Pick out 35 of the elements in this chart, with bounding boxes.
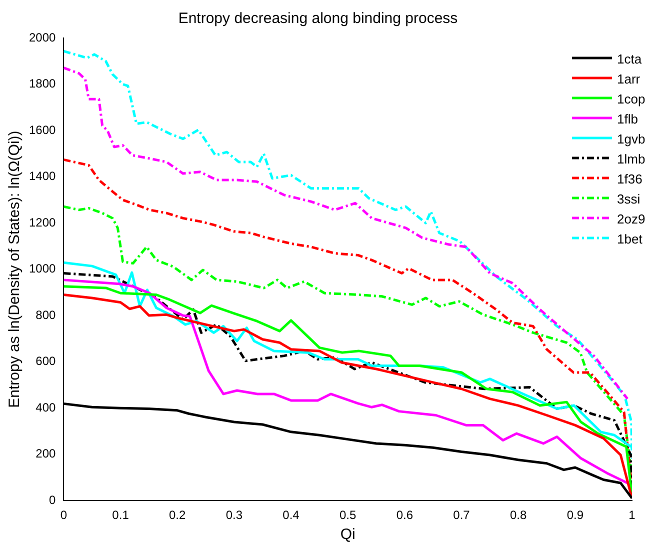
y-tick-label: 1600	[28, 122, 56, 137]
x-tick-label: 0.2	[169, 508, 186, 522]
legend-label: 1arr	[617, 72, 641, 87]
y-tick-label: 1400	[28, 169, 56, 184]
y-tick-label: 1800	[28, 76, 56, 91]
x-tick-label: 0.6	[396, 508, 414, 522]
y-tick-label: 0	[49, 492, 56, 507]
x-tick-label: 0.4	[282, 508, 300, 522]
y-tick-label: 1200	[28, 215, 56, 230]
x-tick-label: 0.5	[340, 508, 357, 522]
y-tick-label: 600	[36, 354, 56, 368]
chart-title: Entropy decreasing along binding process	[178, 10, 458, 28]
legend-label: 1flb	[617, 112, 638, 127]
x-tick-label: 1	[628, 508, 636, 522]
x-tick-label: 0.1	[112, 508, 130, 522]
x-tick-label: 0.3	[226, 508, 243, 522]
y-tick-label: 2000	[28, 30, 56, 44]
x-tick-label: 0.9	[566, 508, 584, 522]
legend-label: 1bet	[617, 232, 643, 247]
y-axis-title: Entropy as ln(Density of States): ln(Ω(Qi))	[6, 130, 24, 408]
legend-label: 1cop	[617, 92, 646, 107]
y-tick-label: 400	[36, 400, 56, 414]
legend-label: 1cta	[617, 52, 642, 67]
y-tick-label: 800	[36, 308, 56, 322]
x-tick-label: 0.7	[453, 508, 470, 522]
x-tick-label: 0	[60, 508, 68, 522]
legend-label: 3ssi	[617, 192, 640, 207]
legend-label: 1gvb	[617, 132, 646, 147]
y-tick-label: 200	[36, 446, 56, 461]
legend-label: 1f36	[617, 172, 642, 187]
y-tick-label: 1000	[28, 262, 56, 276]
x-tick-label: 0.8	[510, 508, 528, 522]
x-axis-title: Qi	[340, 526, 356, 544]
legend-label: 1lmb	[617, 152, 646, 167]
legend-label: 2oz9	[617, 212, 646, 227]
